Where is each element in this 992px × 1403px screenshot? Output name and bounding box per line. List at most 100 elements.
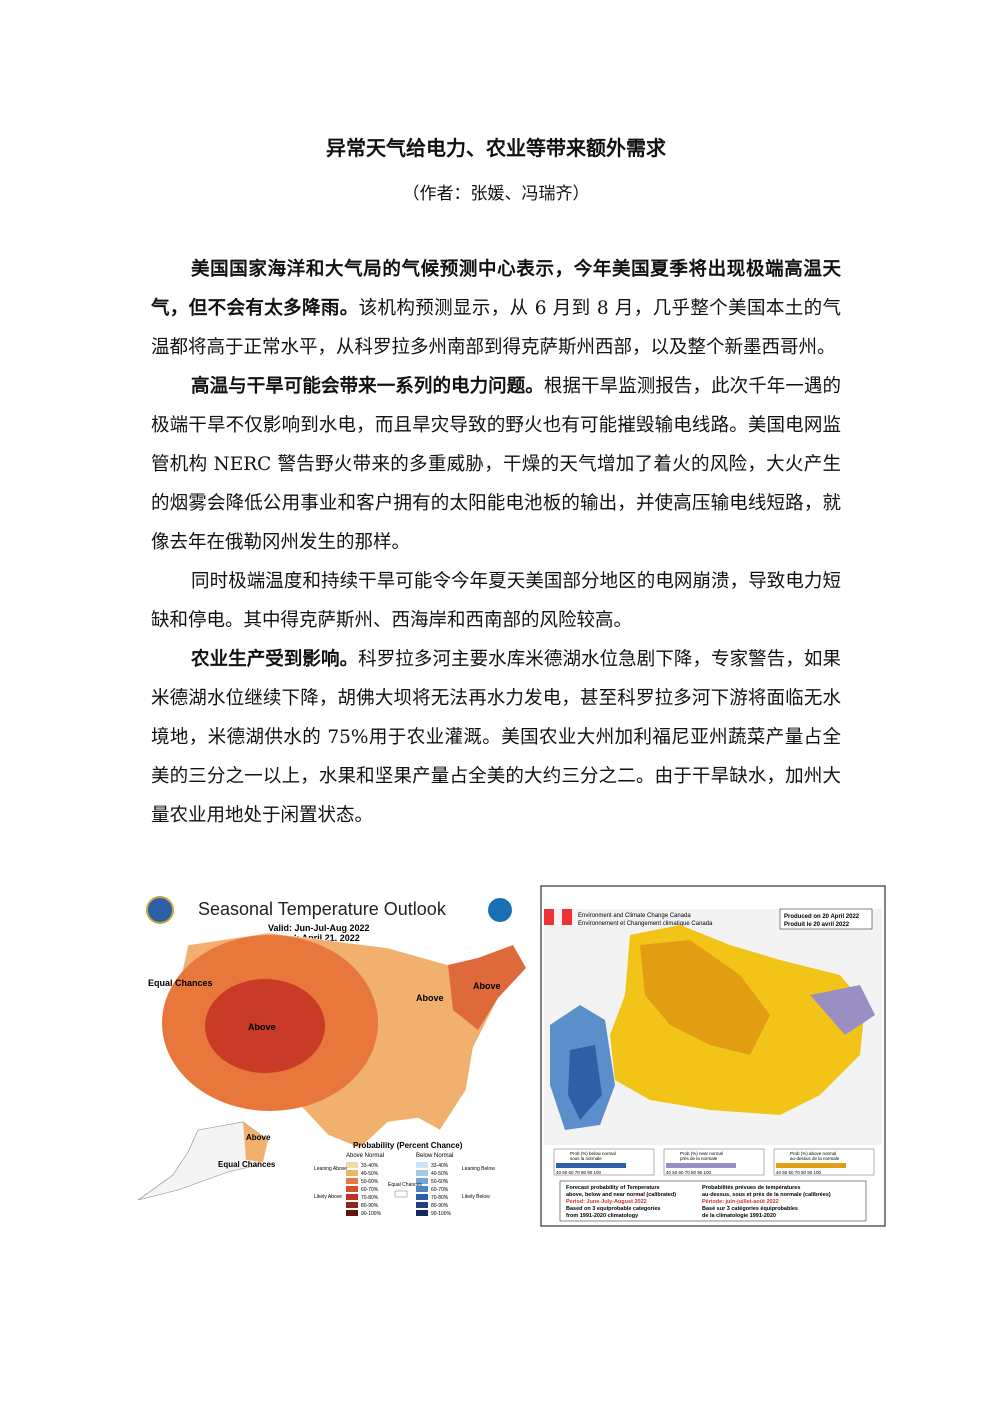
map-title: Seasonal Temperature Outlook — [198, 899, 447, 919]
swatch — [346, 1178, 358, 1184]
range: 70-80% — [361, 1195, 379, 1201]
swatch — [416, 1202, 428, 1208]
paragraph: 高温与干旱可能会带来一系列的电力问题。根据干旱监测报告，此次千年一遇的极端干旱不… — [151, 367, 841, 562]
range: 60-70% — [431, 1187, 449, 1193]
note: from 1991-2020 climatology — [566, 1213, 639, 1219]
agency: Environnement et Changement climatique C… — [578, 921, 713, 927]
northeast-region — [448, 945, 526, 1030]
range: 50-60% — [361, 1179, 379, 1185]
legend — [663, 1148, 765, 1176]
legend-label: Prob (%) above normal — [790, 1151, 836, 1156]
range: 33-40% — [361, 1163, 379, 1169]
scale: 40 50 60 70 80 90 100 — [776, 1170, 822, 1175]
swatch — [346, 1202, 358, 1208]
range: 40-50% — [431, 1171, 449, 1177]
us-outlook-map: Seasonal Temperature Outlook Valid: Jun-… — [137, 896, 527, 1217]
range: 80-90% — [431, 1203, 449, 1209]
author: （作者：张媛、冯瑞齐） — [402, 184, 590, 204]
note: Basé sur 3 catégories équiprobables — [702, 1206, 798, 1212]
valid: Valid: Jun-Jul-Aug 2022 — [268, 923, 370, 933]
legend-label: au-dessus de la normale — [790, 1156, 840, 1161]
lead: 农业生产受到影响。 — [191, 649, 359, 670]
paragraph: 美国国家海洋和大气局的气候预测中心表示，今年美国夏季将出现极端高温天气，但不会有… — [151, 250, 841, 367]
agency: Environment and Climate Change Canada — [578, 913, 691, 919]
paragraph: 同时极端温度和持续干旱可能令今年夏天美国部分地区的电网崩溃，导致电力短缺和停电。… — [151, 562, 841, 640]
legend-text: Prob (%) below normal sous la normale Pr… — [556, 1151, 840, 1175]
notes-box — [559, 1180, 867, 1222]
logo — [488, 898, 512, 922]
swatch — [416, 1186, 428, 1192]
notes: Forecast probability of Temperature abov… — [566, 1185, 831, 1219]
side-label: Leaning Below — [462, 1166, 495, 1172]
scale: 40 50 60 70 80 90 100 — [666, 1170, 712, 1175]
legend-label: sous la normale — [570, 1156, 602, 1161]
above-core — [640, 940, 770, 1055]
side-label: Leaning Above — [314, 1166, 347, 1172]
alaska-above — [243, 1122, 268, 1162]
scale-bar — [666, 1163, 736, 1168]
legend — [346, 1162, 428, 1216]
text: 科罗拉多河主要水库米德湖水位急剧下降，专家警告，如果米德湖水位继续下降，胡佛大坝… — [151, 649, 841, 826]
range: 90-100% — [431, 1211, 452, 1217]
swatch — [346, 1186, 358, 1192]
note: Probabilités prévues de températures — [702, 1185, 800, 1191]
range: 70-80% — [431, 1195, 449, 1201]
range: 80-90% — [361, 1203, 379, 1209]
scale-bar — [556, 1163, 626, 1168]
legend-ranges: 33-40% 40-50% 50-60% 60-70% 70-80% 80-90… — [314, 1163, 495, 1217]
lead: 高温与干旱可能会带来一系列的电力问题。 — [191, 376, 544, 397]
text: 根据干旱监测报告，此次千年一遇的极端干旱不仅影响到水电，而且旱灾导致的野火也有可… — [151, 376, 841, 553]
swatch — [346, 1194, 358, 1200]
swatch — [346, 1170, 358, 1176]
note: de la climatologie 1991-2020 — [702, 1213, 776, 1219]
range: 33-40% — [431, 1163, 449, 1169]
note: Forecast probability of Temperature — [566, 1185, 660, 1191]
region-label: Equal Chances — [218, 1160, 276, 1169]
logo — [146, 896, 174, 924]
swatch — [346, 1162, 358, 1168]
scale-bar — [776, 1163, 846, 1168]
paragraph: 农业生产受到影响。科罗拉多河主要水库米德湖水位急剧下降，专家警告，如果米德湖水位… — [151, 640, 841, 835]
legend-header: Above Normal — [346, 1153, 384, 1159]
region-label: Above — [473, 981, 501, 991]
region-label: Above — [248, 1022, 276, 1032]
note: au-dessus, sous et près de la normale (c… — [702, 1192, 831, 1198]
produced: Produced on 20 April 2022 — [784, 914, 860, 920]
range: 40-50% — [361, 1171, 379, 1177]
below-core — [568, 1045, 602, 1120]
text: 同时极端温度和持续干旱可能令今年夏天美国部分地区的电网崩溃，导致电力短缺和停电。… — [151, 571, 841, 631]
near-region — [810, 985, 875, 1035]
note: above, below and near normal (calibrated… — [566, 1192, 676, 1198]
note: Period: June-July-August 2022 — [566, 1199, 647, 1205]
title: 异常天气给电力、农业等带来额外需求 — [326, 136, 666, 160]
article-body: 美国国家海洋和大气局的气候预测中心表示，今年美国夏季将出现极端高温天气，但不会有… — [151, 250, 841, 835]
range: 60-70% — [361, 1187, 379, 1193]
above-core — [205, 979, 325, 1073]
flag — [562, 909, 572, 925]
swatch — [394, 1190, 408, 1198]
swatch — [416, 1194, 428, 1200]
region-label: Above — [246, 1133, 271, 1142]
legend-label: près de la normale — [680, 1156, 718, 1161]
legend-title: Probability (Percent Chance) — [353, 1141, 463, 1150]
issued: Issued: April 21, 2022 — [268, 933, 360, 943]
legend — [553, 1148, 655, 1176]
scale: 40 50 60 70 80 90 100 — [556, 1170, 602, 1175]
swatch — [416, 1210, 428, 1216]
lead: 美国国家海洋和大气局的气候预测中心表示，今年美国夏季将出现极端高温天气，但不会有… — [151, 259, 841, 319]
produced-box — [779, 908, 873, 930]
text: 该机构预测显示，从 6 月到 8 月，几乎整个美国本土的气温都将高于正常水平，从… — [151, 298, 841, 358]
range: 90-100% — [361, 1211, 382, 1217]
side-label: Equal Chances — [388, 1182, 422, 1188]
canada-outlook-map: Environment and Climate Change Canada En… — [540, 885, 886, 1227]
side-label: Likely Below — [462, 1194, 490, 1200]
swatch — [416, 1178, 428, 1184]
swatch — [416, 1162, 428, 1168]
note: Période: juin-juillet-août 2022 — [702, 1199, 779, 1205]
legend-header: Below Normal — [416, 1153, 453, 1159]
legend-label: Prob (%) below normal — [570, 1151, 616, 1156]
region-label: Equal Chances — [148, 978, 213, 988]
range: 50-60% — [431, 1179, 449, 1185]
note: Based on 3 equiprobable categories — [566, 1206, 660, 1212]
